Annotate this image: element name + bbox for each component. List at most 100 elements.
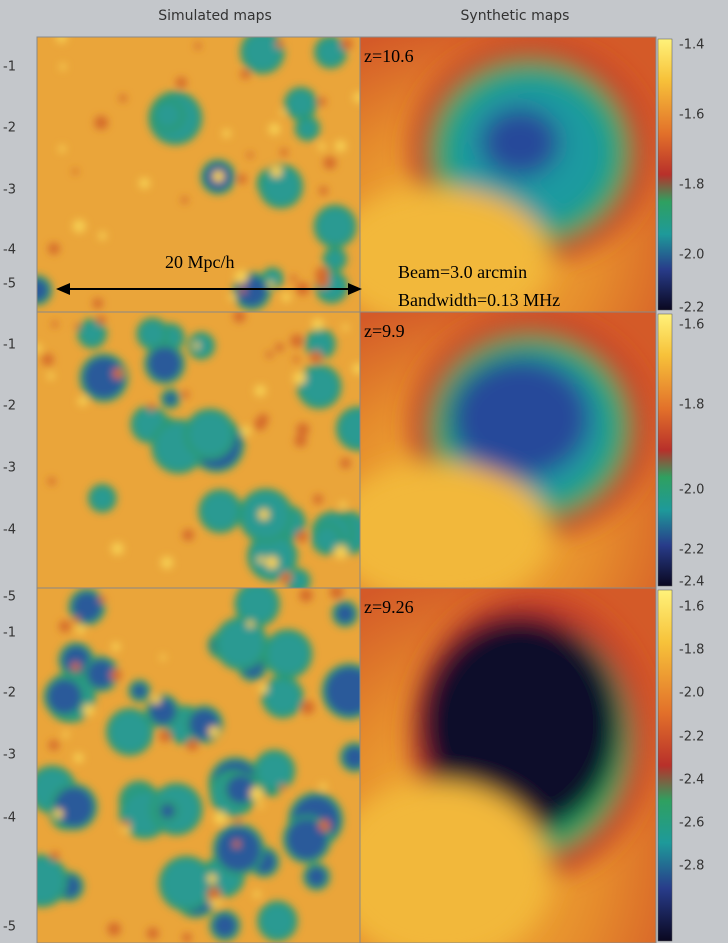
blob [160,804,175,818]
speck [233,312,246,323]
speck [281,292,292,303]
speck [76,624,86,635]
speck [107,922,121,936]
colorbar-tick-label: -1.6 [679,600,704,615]
blob [343,746,360,769]
annotations: 20 Mpc/h Beam=3.0 arcmin Bandwidth=0.13 … [56,252,560,310]
speck [212,170,225,183]
blob [298,119,317,138]
speck [110,669,122,681]
blob [191,335,212,356]
speck [111,542,124,555]
bandwidth-label: Bandwidth=0.13 MHz [398,290,560,310]
structure [360,42,650,312]
speck [222,129,231,138]
speck [207,886,221,901]
speck [112,368,124,380]
speck [58,145,66,153]
panels: z=10.6 -1 -2 -3 -4 -5 -1.4 -1.6 -1.8 -2.0 -2.2 z=9.… [3,36,704,943]
blob [216,827,261,872]
speck [56,37,68,43]
blob [257,753,292,788]
blob [91,487,113,509]
speck [138,177,150,189]
speck [246,620,255,628]
speck [342,324,349,331]
blob [188,412,232,456]
blob [37,858,65,904]
speck [340,37,353,50]
colorbar-tick-label: -1.8 [679,178,704,193]
blob [326,250,344,268]
blob [262,167,300,205]
colorbar-tick-label: -2.0 [679,248,704,263]
colorbar [657,38,673,311]
speck [175,77,187,89]
blob [162,859,211,908]
blob [62,646,91,674]
blob [244,37,281,71]
simulated-map [37,37,360,312]
speck [293,355,300,363]
colorbar-tick-label: -2.2 [679,730,704,745]
hole [360,462,550,588]
speck [151,695,161,705]
blob [306,867,327,887]
beam-label: Beam=3.0 arcmin [398,262,527,282]
speck [41,353,54,366]
blob [318,39,344,65]
blob [251,534,294,578]
blob [289,572,307,588]
blob [317,208,353,244]
structure [360,317,650,588]
colorbar [657,313,673,587]
speck [268,123,281,136]
speck [159,729,172,743]
speck [228,293,237,301]
speck [51,320,59,328]
blob [325,667,360,716]
speck [315,266,330,281]
speck [257,802,264,809]
y-tick-label: -3 [3,183,16,198]
speck [290,274,298,282]
blobs [37,37,360,311]
speck [258,683,269,694]
speck [48,739,60,751]
speck [234,270,248,284]
blob [72,592,102,622]
synthetic-map: z=10.6 [360,37,656,312]
synthetic-map: z=9.9 [360,312,656,588]
speck [275,343,284,352]
speck [329,588,344,599]
blob [339,410,360,447]
y-tick-label: -1 [3,60,16,75]
y-tick-label: -2 [3,121,16,136]
speck [254,384,267,397]
synthetic-map: z=9.26 [360,588,656,943]
colorbar-tick-label: -1.6 [679,318,704,333]
column-title: Simulated maps [158,8,272,24]
blob [148,347,182,381]
speck [77,396,88,407]
core [450,357,590,479]
y-tick-label: -4 [3,243,16,258]
speck [208,726,219,737]
speck [257,413,269,425]
speck [319,186,328,196]
blob [335,604,355,624]
speck [111,642,121,652]
speck [73,616,80,623]
speck [353,91,360,104]
speck [160,556,174,569]
speck [71,662,81,672]
speck [279,109,286,116]
speck [50,851,60,861]
speck [235,817,242,824]
speck [296,422,310,436]
speck [292,371,307,385]
hole [360,781,550,943]
core [420,614,620,834]
speck [323,156,337,170]
speck [46,372,55,380]
